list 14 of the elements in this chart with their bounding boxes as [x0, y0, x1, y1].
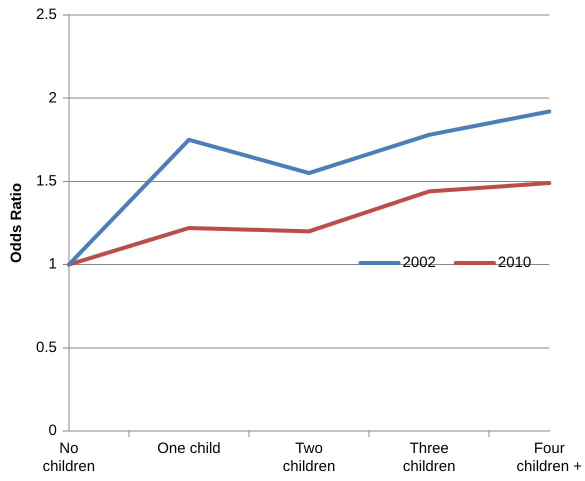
y-tick-label: 0.5 — [36, 338, 57, 356]
y-tick-label: 1.5 — [36, 172, 57, 190]
y-tick-label: 2 — [48, 89, 57, 106]
legend-label: 2002 — [402, 254, 436, 272]
x-tick-label: Three children — [402, 440, 456, 476]
legend-label: 2010 — [498, 254, 532, 272]
y-axis-title: Odds Ratio — [8, 182, 26, 264]
x-tick-label: Two children — [282, 440, 336, 476]
y-tick-label: 1 — [48, 256, 57, 273]
x-tick-label: One child — [157, 440, 221, 458]
y-tick-label: 2.5 — [36, 6, 57, 24]
y-tick-label: 0 — [48, 422, 57, 440]
x-tick-label: Four children + — [516, 440, 582, 476]
x-tick-label: No children — [42, 440, 96, 476]
